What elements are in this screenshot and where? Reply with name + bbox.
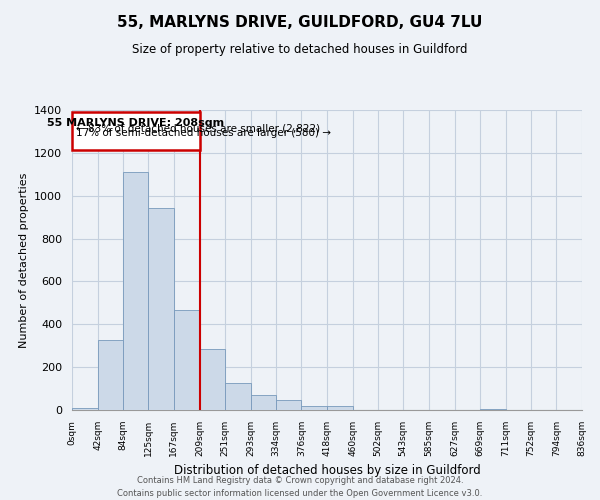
FancyBboxPatch shape [72,112,199,150]
Text: Contains HM Land Registry data © Crown copyright and database right 2024.
Contai: Contains HM Land Registry data © Crown c… [118,476,482,498]
Bar [276,400,301,410]
Text: Size of property relative to detached houses in Guildford: Size of property relative to detached ho… [132,42,468,56]
Bar [251,395,276,410]
Text: 17% of semi-detached houses are larger (580) →: 17% of semi-detached houses are larger (… [76,128,331,138]
Bar [98,340,123,410]
Text: ← 83% of detached houses are smaller (2,822): ← 83% of detached houses are smaller (2,… [76,124,320,134]
X-axis label: Distribution of detached houses by size in Guildford: Distribution of detached houses by size … [173,464,481,477]
Bar [225,383,251,410]
Bar [327,406,353,410]
Bar [480,409,506,410]
Bar [72,408,98,410]
Text: 55 MARLYNS DRIVE: 208sqm: 55 MARLYNS DRIVE: 208sqm [47,118,224,128]
Bar [123,172,148,410]
Bar [148,208,174,410]
Text: 55, MARLYNS DRIVE, GUILDFORD, GU4 7LU: 55, MARLYNS DRIVE, GUILDFORD, GU4 7LU [118,15,482,30]
Bar [199,349,225,410]
Bar [301,406,327,410]
Y-axis label: Number of detached properties: Number of detached properties [19,172,29,348]
Bar [174,310,199,410]
